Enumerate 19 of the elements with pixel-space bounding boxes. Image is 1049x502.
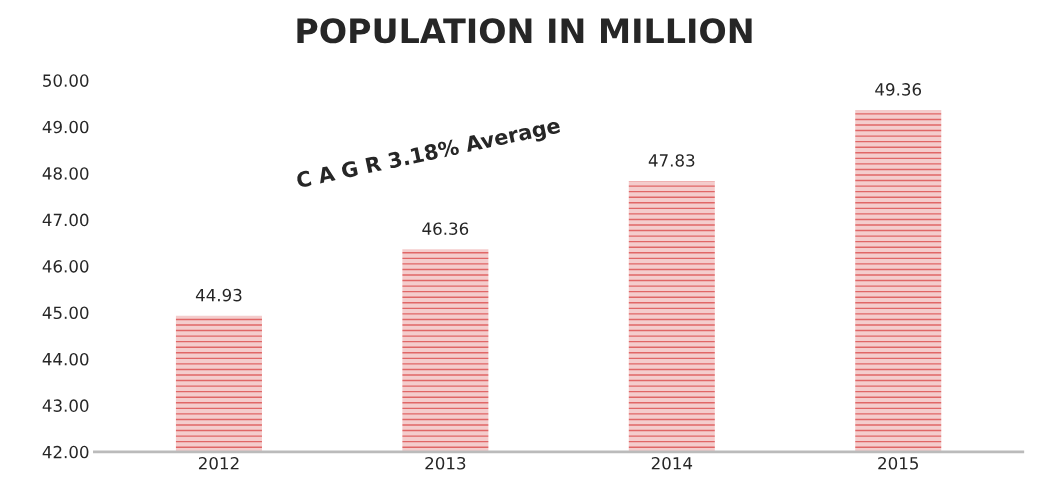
data-label: 47.83 (648, 154, 695, 167)
y-tick-label: 49.00 (42, 120, 89, 134)
x-tick-label: 2015 (878, 456, 918, 470)
chart-title: POPULATION IN MILLION (297, 18, 752, 44)
y-tick-label: 45.00 (42, 306, 89, 320)
y-tick-label: 42.00 (42, 445, 89, 459)
data-label: 44.93 (195, 288, 242, 302)
y-tick-label: 50.00 (43, 74, 89, 87)
x-tick-label: 2012 (198, 456, 239, 470)
annotation: C A G R 3.18% Average (295, 117, 562, 193)
y-tick-label: 43.00 (42, 399, 89, 412)
y-tick-label: 48.00 (42, 167, 89, 180)
y-tick-label: 44.00 (42, 352, 89, 366)
data-label: 46.36 (422, 222, 469, 235)
x-tick-label: 2013 (425, 456, 466, 470)
y-tick-label: 46.00 (42, 260, 89, 273)
data-label: 49.36 (875, 83, 922, 96)
y-tick-label: 47.00 (42, 213, 89, 227)
x-tick-label: 2014 (651, 456, 693, 470)
